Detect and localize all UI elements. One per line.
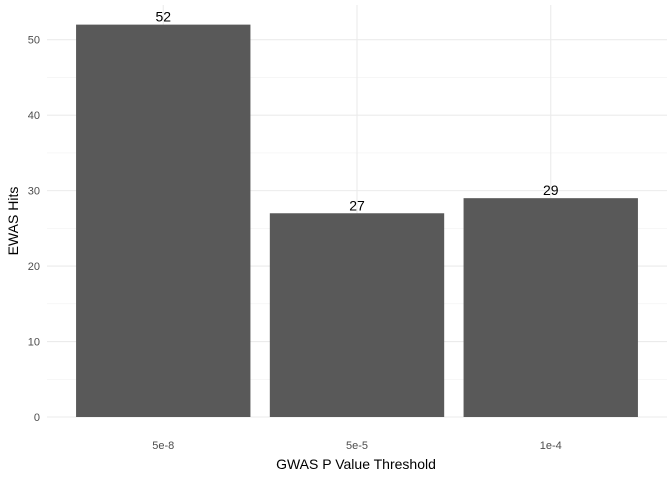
x-tick-label: 1e-4: [540, 440, 562, 452]
x-tick-label: 5e-5: [346, 440, 368, 452]
y-tick-label: 10: [28, 337, 40, 349]
bar-1e-4: [463, 198, 638, 417]
bar-5e-8: [76, 24, 251, 417]
y-tick-label: 40: [28, 110, 40, 122]
y-tick-label: 30: [28, 186, 40, 198]
y-axis-ticks: 0 10 20 30 40 50: [28, 35, 40, 424]
y-axis-title: EWAS Hits: [5, 187, 21, 256]
x-axis-title: GWAS P Value Threshold: [276, 456, 436, 472]
data-labels: 52 27 29: [155, 9, 558, 214]
data-label: 27: [349, 197, 365, 213]
bars: [76, 24, 638, 417]
x-axis-ticks: 5e-8 5e-5 1e-4: [152, 440, 562, 452]
bar-5e-5: [269, 213, 445, 417]
data-label: 29: [543, 182, 559, 198]
y-tick-label: 0: [34, 412, 40, 424]
y-tick-label: 50: [28, 35, 40, 47]
y-tick-label: 20: [28, 261, 40, 273]
x-tick-label: 5e-8: [152, 440, 174, 452]
data-label: 52: [155, 9, 171, 25]
